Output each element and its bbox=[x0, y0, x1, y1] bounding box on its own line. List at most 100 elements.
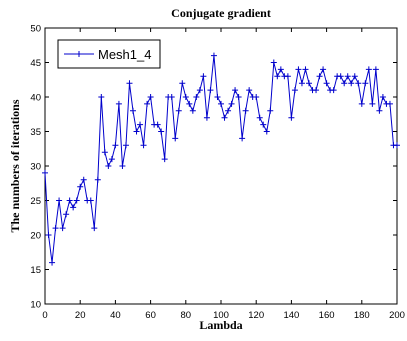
y-axis: 10 15 20 25 30 35 40 45 50 bbox=[30, 24, 397, 311]
data-point bbox=[365, 66, 372, 73]
data-point bbox=[140, 142, 147, 149]
data-point bbox=[288, 114, 295, 121]
data-point bbox=[372, 66, 379, 73]
data-point bbox=[386, 100, 393, 107]
data-point bbox=[115, 100, 122, 107]
data-point bbox=[196, 87, 203, 94]
data-point bbox=[260, 121, 267, 128]
legend: Mesh1_4 bbox=[57, 39, 161, 69]
data-point bbox=[323, 80, 330, 87]
data-point bbox=[77, 183, 84, 190]
data-point bbox=[214, 94, 221, 100]
data-point bbox=[42, 169, 48, 176]
data-point bbox=[56, 197, 63, 204]
data-point bbox=[63, 211, 70, 218]
data-point bbox=[133, 128, 140, 135]
data-point bbox=[277, 66, 284, 73]
x-tick-label: 160 bbox=[319, 310, 335, 321]
data-point bbox=[108, 156, 115, 163]
data-point bbox=[186, 100, 193, 107]
plot-area bbox=[44, 27, 398, 305]
data-point bbox=[80, 176, 87, 183]
data-point bbox=[246, 87, 253, 94]
data-point bbox=[119, 163, 126, 169]
data-point bbox=[379, 94, 386, 100]
data-point bbox=[172, 135, 179, 142]
data-point bbox=[291, 87, 298, 94]
data-point bbox=[263, 128, 270, 135]
data-point bbox=[302, 66, 309, 73]
legend-marker-plus bbox=[76, 51, 82, 57]
data-point bbox=[52, 225, 59, 232]
x-tick-label: 40 bbox=[110, 310, 121, 321]
data-point bbox=[59, 225, 66, 232]
data-point bbox=[394, 142, 400, 149]
data-point bbox=[91, 225, 98, 232]
data-point bbox=[112, 142, 119, 149]
x-tick-label: 180 bbox=[354, 310, 370, 321]
x-tick-label: 200 bbox=[389, 310, 405, 321]
y-tick-label: 15 bbox=[30, 265, 41, 276]
x-axis: 0 20 40 60 80 100 120 140 160 180 200 bbox=[42, 28, 405, 321]
x-tick-label: 60 bbox=[145, 310, 156, 321]
data-point bbox=[179, 80, 186, 87]
chart-title: Conjugate gradient bbox=[171, 6, 271, 20]
data-point bbox=[348, 80, 355, 87]
data-point bbox=[256, 114, 263, 121]
x-tick-label: 20 bbox=[75, 310, 86, 321]
data-point bbox=[242, 107, 249, 114]
data-point bbox=[175, 107, 182, 114]
data-point bbox=[168, 94, 175, 100]
data-point bbox=[337, 73, 344, 80]
data-point bbox=[306, 80, 312, 87]
y-tick-label: 40 bbox=[30, 93, 41, 104]
x-tick-label: 100 bbox=[213, 310, 229, 321]
data-point bbox=[330, 87, 337, 94]
data-point bbox=[320, 66, 327, 73]
data-point bbox=[87, 197, 94, 204]
data-point bbox=[122, 142, 129, 149]
data-point bbox=[45, 232, 52, 238]
data-point bbox=[126, 80, 133, 87]
data-point bbox=[355, 80, 362, 87]
x-axis-label: Lambda bbox=[199, 318, 242, 332]
data-point bbox=[239, 135, 246, 142]
data-point bbox=[200, 73, 207, 80]
data-point bbox=[105, 163, 112, 169]
data-point bbox=[376, 107, 383, 114]
data-point bbox=[362, 80, 369, 87]
data-point bbox=[158, 128, 165, 135]
data-point bbox=[225, 107, 232, 114]
x-tick-label: 80 bbox=[181, 310, 192, 321]
y-tick-label: 30 bbox=[30, 162, 41, 173]
series-layer bbox=[42, 52, 400, 266]
data-point bbox=[189, 107, 196, 114]
data-point bbox=[284, 73, 291, 80]
x-tick-label: 140 bbox=[283, 310, 299, 321]
y-tick-label: 20 bbox=[30, 231, 41, 242]
data-point bbox=[203, 114, 210, 121]
y-tick-label: 50 bbox=[30, 24, 41, 35]
data-point bbox=[144, 100, 151, 107]
data-point bbox=[98, 94, 105, 100]
data-point bbox=[298, 80, 305, 87]
data-point bbox=[182, 94, 189, 100]
data-point bbox=[358, 100, 365, 107]
data-point bbox=[130, 107, 136, 114]
x-tick-label: 120 bbox=[248, 310, 264, 321]
y-tick-label: 35 bbox=[30, 127, 41, 138]
data-point bbox=[341, 80, 348, 87]
data-point bbox=[369, 100, 376, 107]
data-point bbox=[193, 94, 200, 100]
data-point bbox=[207, 87, 214, 94]
data-point bbox=[161, 156, 168, 163]
data-point bbox=[351, 73, 358, 80]
data-point bbox=[73, 197, 80, 204]
data-point bbox=[235, 94, 242, 100]
y-tick-label: 45 bbox=[30, 58, 41, 69]
data-point bbox=[295, 66, 302, 73]
data-point bbox=[253, 94, 260, 100]
data-point bbox=[137, 121, 144, 128]
data-point bbox=[218, 100, 224, 107]
